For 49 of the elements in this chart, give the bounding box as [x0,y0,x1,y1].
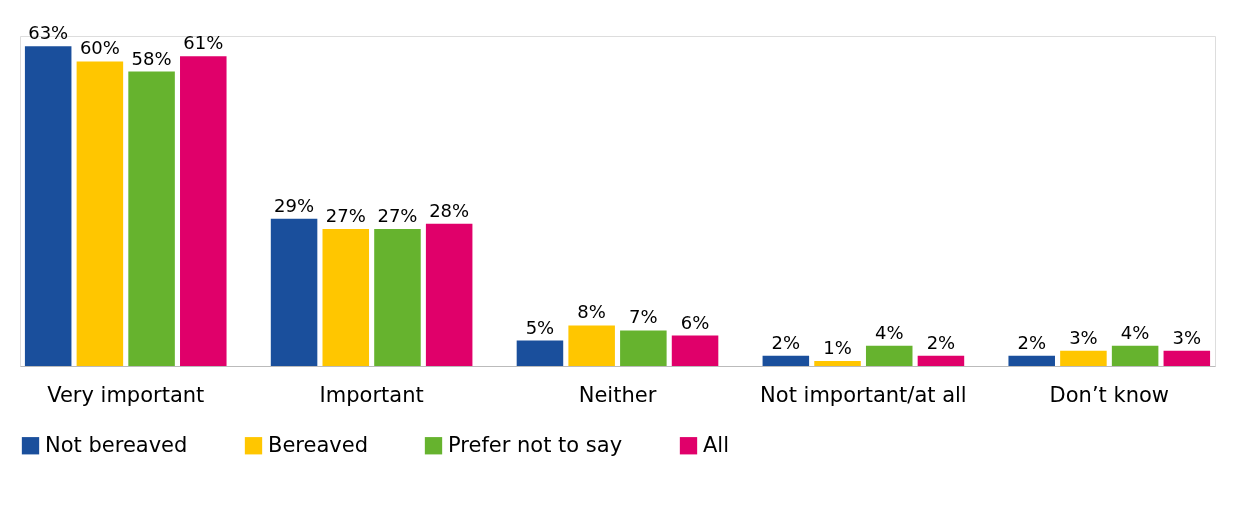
bar [1111,345,1159,366]
data-label: 3% [1172,326,1202,348]
bar [917,355,965,366]
data-label: 60% [79,37,120,59]
bar [76,61,124,366]
data-label: 4% [1120,321,1150,343]
data-label: 61% [183,32,224,54]
data-label: 7% [629,306,658,328]
data-label: 27% [325,204,366,226]
bar [671,335,719,366]
data-label: 4% [874,321,904,343]
data-label: 8% [577,301,606,323]
legend-label: Not bereaved [45,432,188,457]
x-tick-label: Neither [578,382,657,407]
data-label: 6% [680,311,710,333]
bar [516,340,564,366]
bar [1008,355,1055,366]
bar [620,330,667,366]
x-tick-label: Important [319,382,424,407]
data-label: 5% [525,316,555,338]
bar [814,360,861,366]
data-label: 3% [1069,326,1098,348]
bar [1060,350,1107,366]
bar [374,228,421,366]
bar [1163,350,1211,366]
data-label: 63% [28,22,69,44]
legend-label: Prefer not to say [448,432,623,457]
x-tick-label: Very important [47,382,205,407]
bar [322,228,370,366]
x-tick-label: Not important/at all [760,382,967,407]
legend-label: Bereaved [268,432,368,457]
data-label: 29% [274,194,315,216]
legend-label: All [703,432,730,457]
data-label: 58% [131,47,172,69]
bar [24,46,72,366]
bar [762,355,810,366]
data-label: 2% [771,331,801,353]
bar [128,71,175,366]
bar [865,345,913,366]
bar [270,218,318,366]
data-label: 28% [429,199,470,221]
data-label: 27% [377,204,418,226]
bar [180,56,227,366]
data-label: 2% [926,331,956,353]
x-tick-label: Don’t know [1049,382,1169,407]
bar [425,223,473,366]
bar [568,325,615,366]
data-label: 2% [1017,331,1046,353]
data-label: 1% [823,336,852,358]
